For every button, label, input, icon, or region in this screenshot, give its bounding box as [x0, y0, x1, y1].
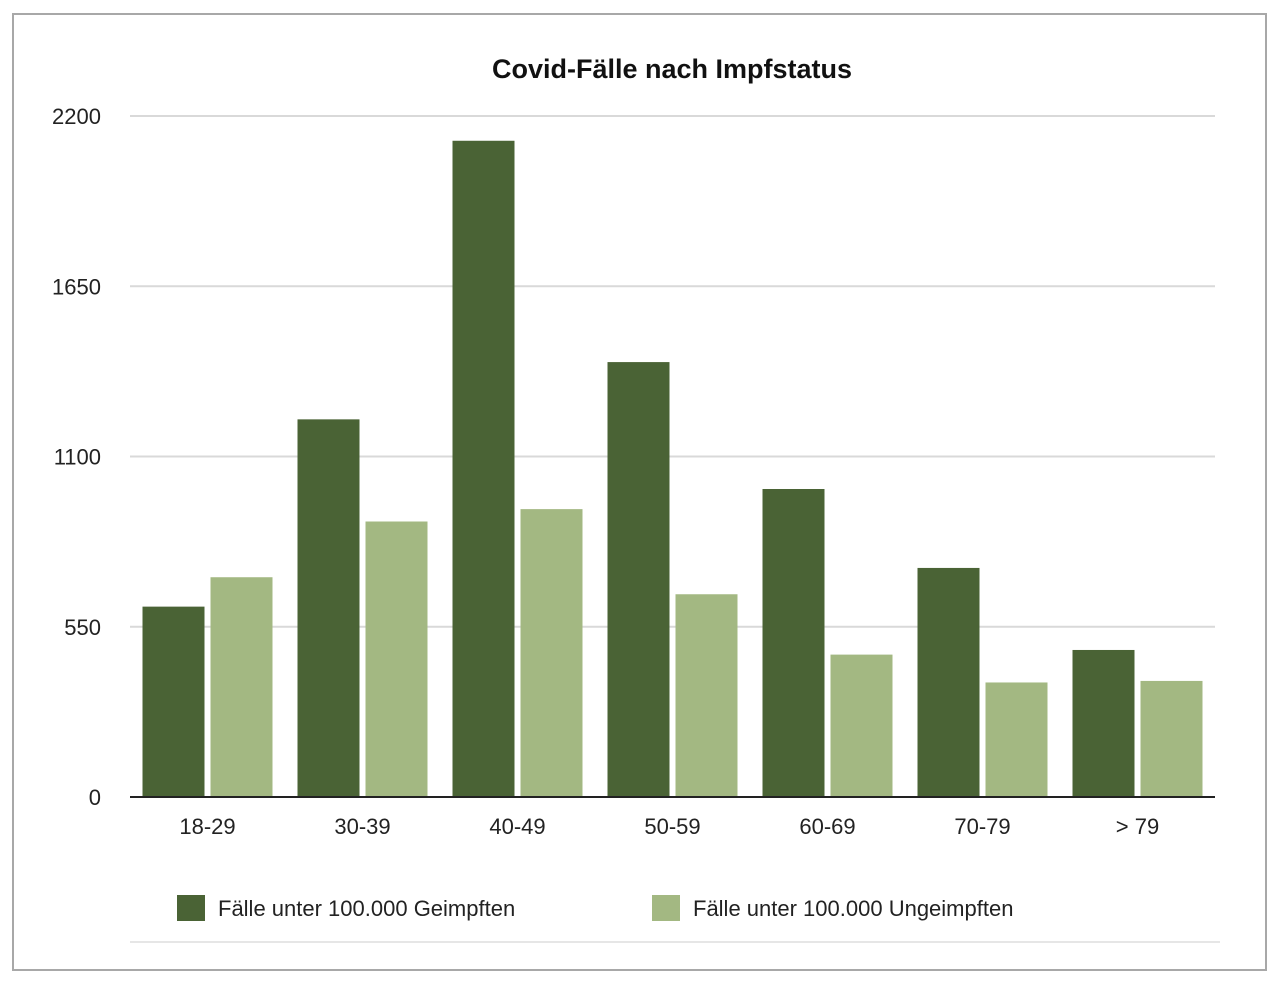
y-axis-ticks: 0 550 1100 1650 2200	[52, 104, 101, 810]
y-tick-label: 0	[89, 785, 101, 810]
bar-geimpft	[917, 567, 980, 797]
y-tick-label: 2200	[52, 104, 101, 129]
bar-geimpft	[297, 419, 360, 797]
bar-ungeimpft	[520, 509, 583, 797]
bar-geimpft	[762, 489, 825, 797]
gridlines	[130, 115, 1215, 628]
bar-geimpft	[452, 140, 515, 797]
x-tick-label: 30-39	[334, 814, 390, 839]
bar-ungeimpft	[830, 654, 893, 797]
x-axis-ticks: 18-29 30-39 40-49 50-59 60-69 70-79 > 79	[179, 814, 1159, 839]
x-tick-label: 18-29	[179, 814, 235, 839]
x-tick-label: 50-59	[644, 814, 700, 839]
bar-ungeimpft	[365, 521, 428, 797]
bar-geimpft	[142, 606, 205, 797]
x-tick-label: 40-49	[489, 814, 545, 839]
x-tick-label: > 79	[1116, 814, 1159, 839]
legend-label: Fälle unter 100.000 Ungeimpften	[693, 896, 1013, 921]
y-tick-label: 550	[64, 615, 101, 640]
y-tick-label: 1100	[54, 445, 101, 470]
bars	[142, 140, 1203, 797]
y-tick-label: 1650	[52, 274, 101, 299]
bar-ungeimpft	[985, 682, 1048, 797]
bar-ungeimpft	[210, 577, 273, 797]
bar-ungeimpft	[1140, 680, 1203, 797]
bar-geimpft	[1072, 649, 1135, 797]
legend-swatch	[177, 895, 205, 921]
bar-geimpft	[607, 362, 670, 797]
bar-ungeimpft	[675, 594, 738, 797]
legend: Fälle unter 100.000 Geimpften Fälle unter…	[130, 895, 1220, 943]
chart-title: Covid-Fälle nach Impfstatus	[492, 54, 852, 84]
x-tick-label: 60-69	[799, 814, 855, 839]
x-tick-label: 70-79	[954, 814, 1010, 839]
legend-swatch	[652, 895, 680, 921]
legend-label: Fälle unter 100.000 Geimpften	[218, 896, 515, 921]
